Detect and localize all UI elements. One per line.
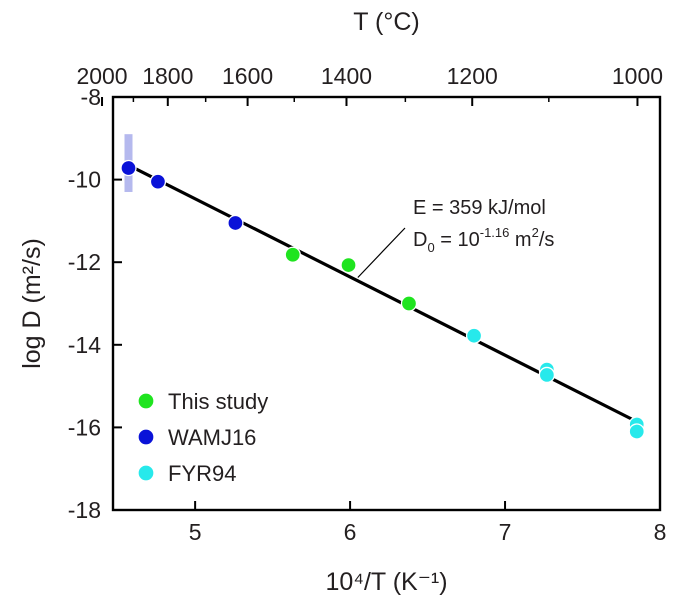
data-point-this-study <box>340 256 357 274</box>
legend-marker-wamj16 <box>137 428 155 446</box>
legend-marker-fyr94 <box>137 464 155 482</box>
x-tick-label: 6 <box>344 519 357 545</box>
y-tick-label: -10 <box>68 167 101 193</box>
legend-label-this-study: This study <box>168 389 268 414</box>
data-point-this-study <box>400 295 418 312</box>
data-point-wamj16 <box>120 159 137 177</box>
x-tick-label: 5 <box>189 519 202 545</box>
legend: This study WAMJ16 FYR94 <box>137 389 268 486</box>
x-axis-label: 10⁴/T (K⁻¹) <box>325 568 447 596</box>
top-tick-label: 1200 <box>447 63 498 89</box>
annotation-prefactor: D0 = 10-1.16 m2/s <box>413 225 554 255</box>
y-axis-label: log D (m²/s) <box>18 238 46 369</box>
plot-frame <box>111 95 662 512</box>
x-tick-label: 7 <box>499 519 512 545</box>
plot-frame-layer <box>111 95 662 512</box>
x-tick-label: 8 <box>654 519 667 545</box>
y-tick-label: -12 <box>68 249 101 275</box>
data-point-wamj16 <box>149 173 167 190</box>
y-tick-label: -18 <box>68 497 101 523</box>
fit-line-layer <box>127 163 638 424</box>
data-point-this-study <box>284 246 301 263</box>
legend-label-wamj16: WAMJ16 <box>168 425 256 450</box>
arrhenius-fit-line <box>127 163 638 424</box>
y-tick-label: -14 <box>68 332 101 358</box>
annotation-pointer-line <box>357 227 406 278</box>
axis-labels-layer: 10⁴/T (K⁻¹) log D (m²/s) T (°C) <box>18 8 448 596</box>
data-point-fyr94 <box>538 366 556 384</box>
top-tick-label: 1000 <box>612 63 663 89</box>
data-point-wamj16 <box>227 214 244 232</box>
annotation-layer: E = 359 kJ/mol D0 = 10-1.16 m2/s <box>357 197 554 278</box>
data-points-layer <box>120 159 645 440</box>
data-point-fyr94 <box>465 327 483 344</box>
y-tick-label: -8 <box>81 84 101 110</box>
top-tick-label: 1600 <box>222 63 273 89</box>
data-point-fyr94 <box>628 423 645 440</box>
annotation-energy: E = 359 kJ/mol <box>413 197 546 219</box>
top-axis-label: T (°C) <box>353 8 419 36</box>
legend-marker-this-study <box>137 392 155 410</box>
top-tick-label: 1800 <box>142 63 193 89</box>
y-tick-label: -16 <box>68 414 101 440</box>
top-tick-label: 1400 <box>321 63 372 89</box>
top-tick-label: 2000 <box>76 63 127 89</box>
legend-label-fyr94: FYR94 <box>168 461 236 486</box>
